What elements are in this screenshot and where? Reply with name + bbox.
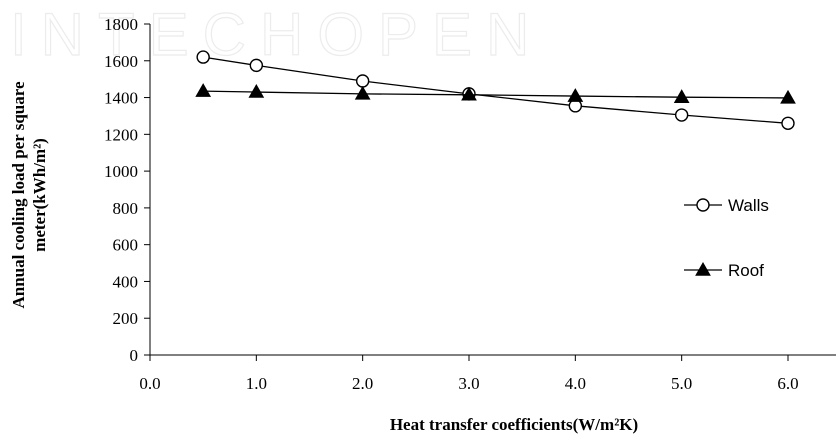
legend-item-roof: Roof	[684, 261, 764, 280]
legend: Walls Roof	[684, 196, 769, 280]
x-tick-label: 1.0	[246, 374, 267, 393]
data-point-roof	[195, 83, 212, 97]
data-point-roof	[780, 89, 796, 104]
x-axis-title: Heat transfer coefficients(W/m²K)	[390, 415, 638, 434]
chart-axes	[149, 24, 836, 356]
data-point-walls	[249, 58, 264, 73]
data-point-walls	[781, 116, 795, 131]
y-tick-label: 1800	[104, 15, 138, 34]
y-tick-label: 600	[113, 236, 139, 255]
data-point-roof	[673, 89, 690, 103]
y-tick-label: 800	[113, 199, 139, 218]
x-tick-label: 0.0	[139, 374, 160, 393]
y-tick-label: 1600	[104, 52, 138, 71]
data-point-walls	[196, 50, 210, 64]
series-roof	[195, 83, 796, 104]
x-tick-label: 4.0	[565, 374, 586, 393]
y-tick-label: 200	[113, 309, 139, 328]
x-tick-label: 5.0	[671, 374, 692, 393]
y-tick-label: 400	[113, 272, 139, 291]
x-tick-label: 2.0	[352, 374, 373, 393]
series-layer	[195, 50, 796, 131]
x-tick-label: 3.0	[458, 374, 479, 393]
data-point-walls	[674, 108, 689, 122]
y-tick-label: 1200	[104, 125, 138, 144]
y-axis-ticks: 0 200 400 600 800 1000 1200 1400 1600 1800	[104, 15, 150, 365]
data-point-roof	[248, 84, 265, 98]
x-tick-label: 6.0	[777, 374, 798, 393]
data-point-roof	[567, 88, 584, 102]
y-tick-label: 0	[130, 346, 139, 365]
y-axis-title-line-1: Annual cooling load per square	[9, 81, 28, 308]
legend-label-walls: Walls	[728, 196, 769, 215]
legend-label-roof: Roof	[728, 261, 764, 280]
x-axis-ticks: 0.0 1.0 2.0 3.0 4.0 5.0 6.0	[139, 355, 799, 393]
legend-item-walls: Walls	[684, 196, 769, 215]
y-tick-label: 1000	[104, 162, 138, 181]
y-axis-title-line-2: meter(kWh/m²)	[30, 138, 49, 252]
y-tick-label: 1400	[104, 89, 138, 108]
data-point-walls	[355, 74, 370, 88]
data-point-roof	[354, 85, 371, 100]
watermark-logo: INTECHOPEN	[10, 1, 543, 68]
legend-marker-walls	[696, 198, 710, 212]
legend-marker-roof	[695, 261, 711, 276]
data-point-roof	[461, 86, 477, 101]
